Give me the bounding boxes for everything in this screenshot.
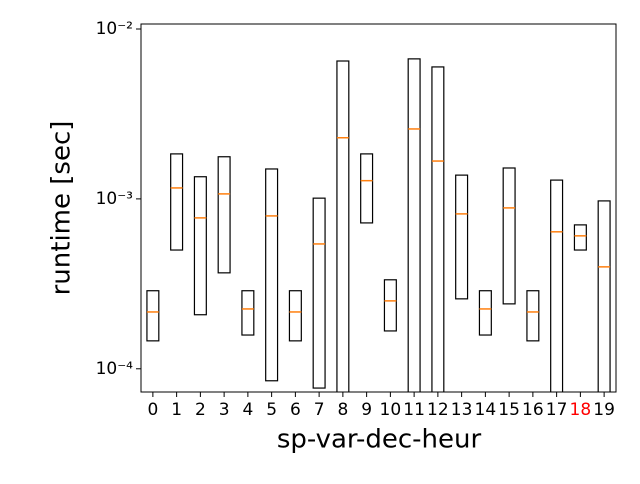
x-tick-label: 3 [219,400,230,420]
plot-area [146,58,611,392]
x-tick-label: 13 [451,400,473,420]
box [265,168,279,382]
x-tick-label: 18 [570,400,592,420]
x-tick-label: 1 [171,400,182,420]
box [360,153,374,224]
box [407,58,421,392]
x-tick-label: 17 [546,400,568,420]
box [573,224,587,251]
box [312,197,326,389]
box [478,290,492,336]
x-tick-label: 12 [427,400,449,420]
box [431,66,445,392]
box [383,279,397,332]
x-tick-label: 8 [337,400,348,420]
box [526,290,540,342]
box [597,200,611,392]
x-tick-label: 4 [242,400,253,420]
box [217,156,231,274]
x-tick-label: 9 [361,400,372,420]
box [288,290,302,342]
y-tick-label: 10⁻² [96,19,133,39]
x-tick-label: 10 [380,400,402,420]
y-tick-label: 10⁻⁴ [96,359,134,379]
x-tick-label: 5 [266,400,277,420]
x-tick-label: 7 [314,400,325,420]
x-axis-label: sp-var-dec-heur [277,425,482,455]
box [241,290,255,336]
plot-frame [140,23,617,393]
x-tick-label: 16 [522,400,544,420]
x-tick-label: 11 [403,400,425,420]
y-axis-label: runtime [sec] [47,121,77,296]
box [455,174,469,300]
x-tick-label: 0 [147,400,158,420]
y-tick-label: 10⁻³ [96,189,133,209]
x-tick-label: 15 [498,400,520,420]
x-tick-label: 14 [475,400,497,420]
box [336,60,350,392]
x-tick-label: 6 [290,400,301,420]
box [193,176,207,316]
box [146,290,160,342]
box [550,179,564,392]
x-tick-label: 2 [195,400,206,420]
box [170,153,184,251]
box [502,167,516,305]
x-tick-label: 19 [593,400,615,420]
